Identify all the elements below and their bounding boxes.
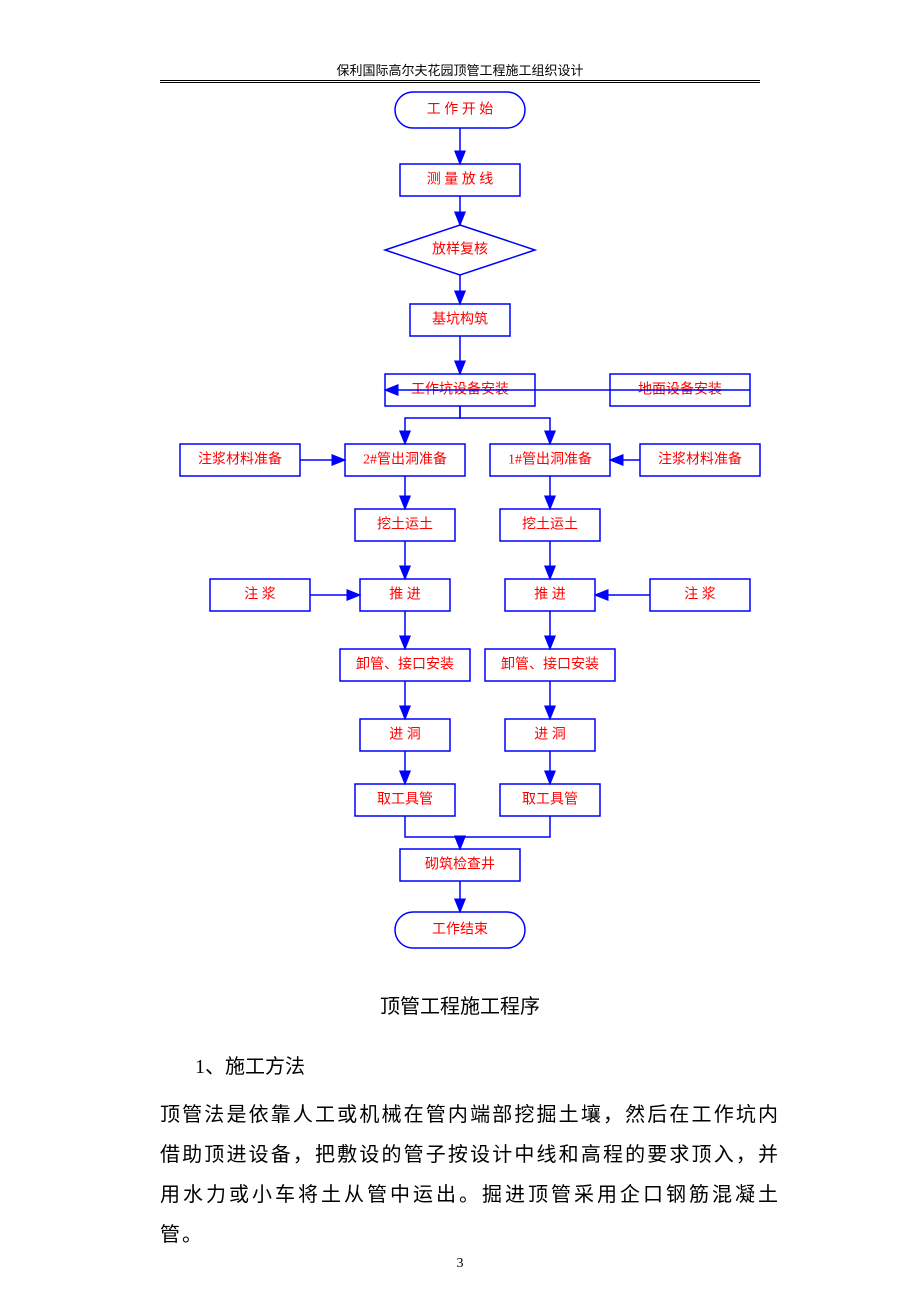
body-text: 顶管法是依靠人工或机械在管内端部挖掘土壤，然后在工作坑内借助顶进设备，把敷设的管… <box>160 1095 780 1255</box>
node-label-unload_l: 卸管、接口安装 <box>356 656 454 673</box>
header-underline <box>160 80 760 83</box>
node-label-pit: 基坑构筑 <box>432 311 488 328</box>
node-label-grout_l: 注浆材料准备 <box>198 451 282 468</box>
node-label-grout_r: 注浆材料准备 <box>658 451 742 468</box>
node-label-unload_r: 卸管、接口安装 <box>501 656 599 673</box>
node-label-inj_r: 注 浆 <box>684 587 716 603</box>
node-label-tool_l: 取工具管 <box>377 792 433 808</box>
node-label-tool_r: 取工具管 <box>522 792 578 808</box>
node-label-push_r: 推 进 <box>534 587 566 603</box>
node-label-prep2: 2#管出洞准备 <box>363 451 447 468</box>
page: 保利国际高尔夫花园顶管工程施工组织设计 工 作 开 始测 量 放 线放样复核基坑… <box>0 0 920 1302</box>
node-label-prep1: 1#管出洞准备 <box>508 451 592 468</box>
edge <box>460 816 550 849</box>
page-number: 3 <box>0 1256 920 1272</box>
node-label-ground: 地面设备安装 <box>638 381 722 398</box>
node-label-enter_r: 进 洞 <box>534 727 566 743</box>
node-label-end: 工作结束 <box>432 922 488 938</box>
node-label-measure: 测 量 放 线 <box>427 172 494 188</box>
flowchart-container: 工 作 开 始测 量 放 线放样复核基坑构筑工作坑设备安装 地面设备安装注浆材料准… <box>0 90 920 950</box>
edge <box>405 406 460 444</box>
flowchart-svg: 工 作 开 始测 量 放 线放样复核基坑构筑工作坑设备安装 地面设备安装注浆材料准… <box>0 90 920 950</box>
edge <box>460 406 550 444</box>
section-title: 1、施工方法 <box>195 1050 305 1079</box>
edge <box>405 816 460 849</box>
node-label-well: 砌筑检查井 <box>425 857 495 873</box>
node-label-inj_l: 注 浆 <box>244 587 276 603</box>
node-label-enter_l: 进 洞 <box>389 727 421 743</box>
flowchart-caption: 顶管工程施工程序 <box>0 990 920 1019</box>
node-label-start: 工 作 开 始 <box>427 102 494 118</box>
node-label-check: 放样复核 <box>432 241 488 258</box>
node-label-dig_r: 挖土运土 <box>522 517 578 533</box>
page-header-text: 保利国际高尔夫花园顶管工程施工组织设计 <box>0 60 920 79</box>
node-label-equip: 工作坑设备安装 <box>411 381 509 398</box>
node-label-push_l: 推 进 <box>389 587 421 603</box>
node-label-dig_l: 挖土运土 <box>377 517 433 533</box>
